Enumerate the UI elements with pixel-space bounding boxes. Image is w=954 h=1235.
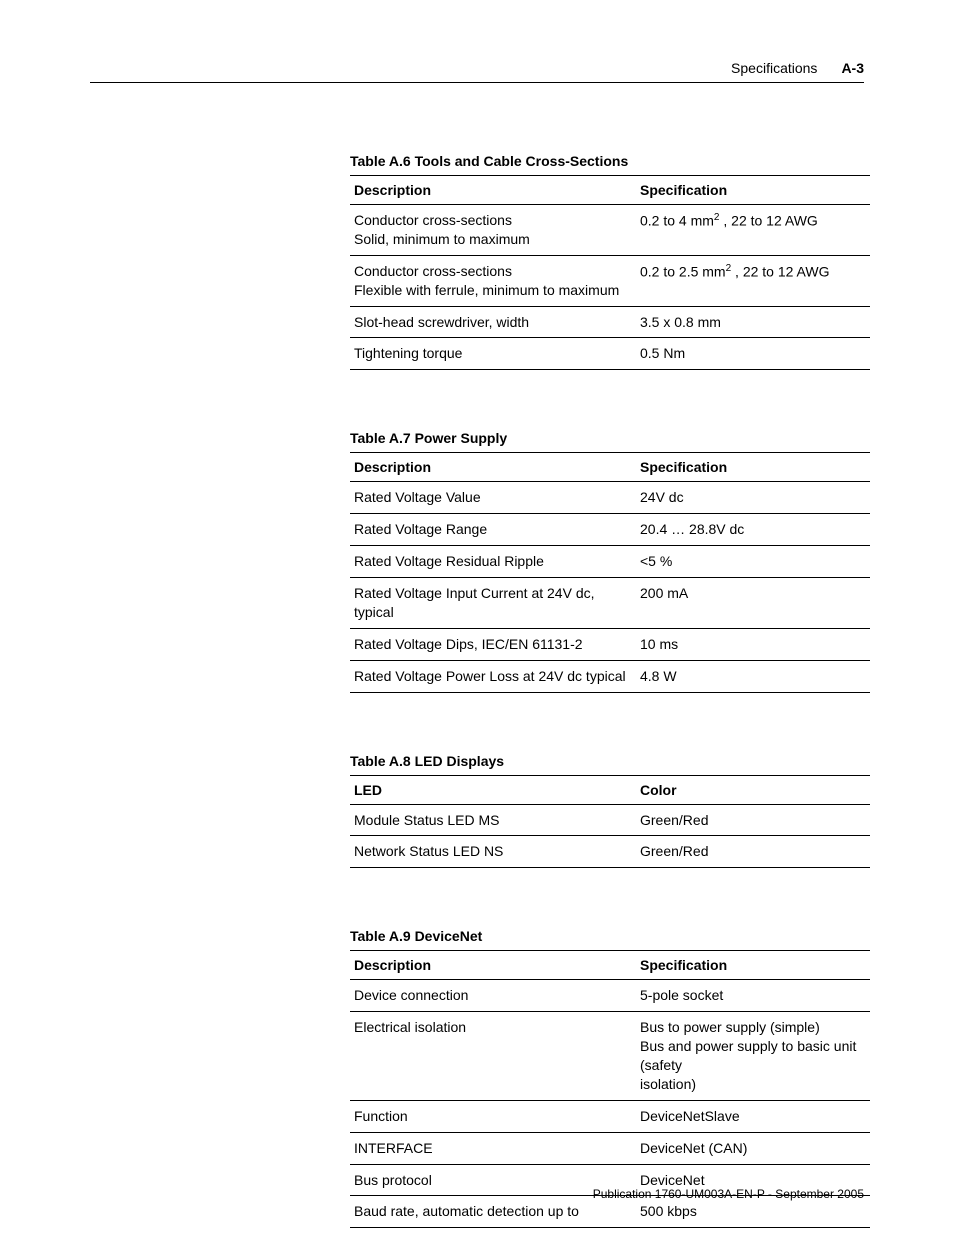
table-row: Network Status LED NSGreen/Red [350,836,870,868]
header-page: A-3 [841,60,864,76]
cell-desc: INTERFACE [350,1132,636,1164]
table-a7-caption: Table A.7 Power Supply [350,430,870,446]
cell-desc: Device connection [350,980,636,1012]
table-a7-col-1: Specification [636,453,870,482]
cell-spec: 3.5 x 0.8 mm [636,306,870,338]
cell-desc: Module Status LED MS [350,804,636,836]
cell-desc: Rated Voltage Residual Ripple [350,546,636,578]
table-row: Conductor cross-sectionsFlexible with fe… [350,255,870,306]
table-row: Tightening torque 0.5 Nm [350,338,870,370]
table-a6-col-1: Specification [636,176,870,205]
table-row: INTERFACEDeviceNet (CAN) [350,1132,870,1164]
cell-desc: Network Status LED NS [350,836,636,868]
table-row: Rated Voltage Dips, IEC/EN 61131-210 ms [350,628,870,660]
cell-desc: Rated Voltage Input Current at 24V dc,ty… [350,578,636,629]
cell-spec: 5-pole socket [636,980,870,1012]
cell-desc: Slot-head screwdriver, width [350,306,636,338]
table-row: Electrical isolation Bus to power supply… [350,1012,870,1101]
table-a9-col-1: Specification [636,951,870,980]
table-a8: LED Color Module Status LED MSGreen/Red … [350,775,870,869]
cell-spec: 0.2 to 2.5 mm2 , 22 to 12 AWG [636,255,870,306]
table-a9-col-0: Description [350,951,636,980]
cell-desc: Electrical isolation [350,1012,636,1101]
cell-desc: Rated Voltage Range [350,514,636,546]
table-a7: Description Specification Rated Voltage … [350,452,870,692]
cell-spec: Green/Red [636,836,870,868]
table-row: Module Status LED MSGreen/Red [350,804,870,836]
cell-spec: DeviceNetSlave [636,1100,870,1132]
page-header: Specifications A-3 [90,60,864,83]
footer-publication: Publication 1760-UM003A-EN-P - September… [593,1187,864,1201]
table-a6: Description Specification Conductor cros… [350,175,870,370]
cell-desc: Conductor cross-sectionsSolid, minimum t… [350,205,636,256]
table-a8-col-0: LED [350,775,636,804]
cell-spec: DeviceNet (CAN) [636,1132,870,1164]
table-row: Rated Voltage Value24V dc [350,482,870,514]
table-a7-col-0: Description [350,453,636,482]
cell-spec: 200 mA [636,578,870,629]
cell-spec: Bus to power supply (simple)Bus and powe… [636,1012,870,1101]
table-a6-caption: Table A.6 Tools and Cable Cross-Sections [350,153,870,169]
cell-desc: Rated Voltage Power Loss at 24V dc typic… [350,660,636,692]
header-section: Specifications [731,60,817,76]
cell-spec: 4.8 W [636,660,870,692]
table-row: Rated Voltage Residual Ripple<5 % [350,546,870,578]
cell-spec: 0.2 to 4 mm2 , 22 to 12 AWG [636,205,870,256]
cell-spec: 24V dc [636,482,870,514]
table-row: Conductor cross-sectionsSolid, minimum t… [350,205,870,256]
cell-desc: Rated Voltage Dips, IEC/EN 61131-2 [350,628,636,660]
cell-spec: <5 % [636,546,870,578]
content: Table A.6 Tools and Cable Cross-Sections… [350,153,870,1228]
cell-desc: Conductor cross-sectionsFlexible with fe… [350,255,636,306]
table-row: Rated Voltage Power Loss at 24V dc typic… [350,660,870,692]
page: Specifications A-3 Table A.6 Tools and C… [0,0,954,1235]
cell-desc: Tightening torque [350,338,636,370]
table-a8-col-1: Color [636,775,870,804]
cell-spec: 10 ms [636,628,870,660]
cell-spec: 20.4 … 28.8V dc [636,514,870,546]
cell-desc: Rated Voltage Value [350,482,636,514]
table-a6-col-0: Description [350,176,636,205]
cell-spec: Green/Red [636,804,870,836]
table-row: FunctionDeviceNetSlave [350,1100,870,1132]
cell-spec: 0.5 Nm [636,338,870,370]
table-row: Rated Voltage Input Current at 24V dc,ty… [350,578,870,629]
table-row: Device connection5-pole socket [350,980,870,1012]
table-a8-caption: Table A.8 LED Displays [350,753,870,769]
table-row: Slot-head screwdriver, width 3.5 x 0.8 m… [350,306,870,338]
table-row: Rated Voltage Range20.4 … 28.8V dc [350,514,870,546]
table-a9-caption: Table A.9 DeviceNet [350,928,870,944]
cell-desc: Function [350,1100,636,1132]
